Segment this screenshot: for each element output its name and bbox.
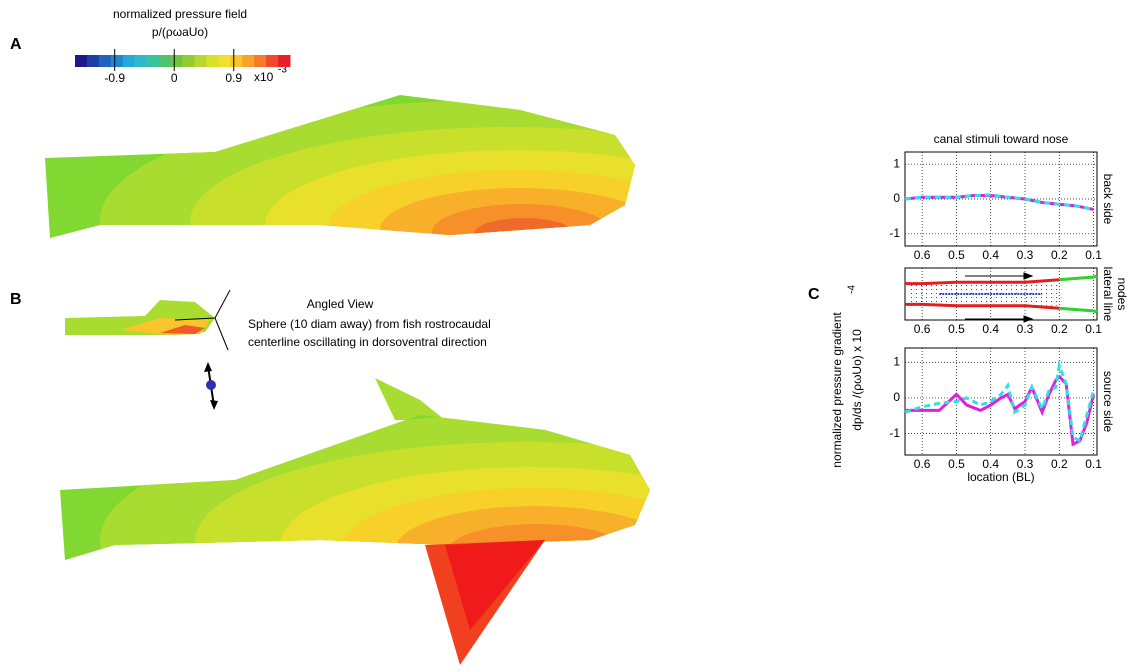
x-tick-label: 0.5 (948, 322, 965, 336)
y-axis-label-exponent: -4 (847, 285, 858, 294)
panel-label: C (808, 286, 820, 303)
colorbar-swatch (110, 55, 124, 67)
colorbar-swatch (122, 55, 136, 67)
data-line (905, 302, 1060, 310)
x-tick-label: 0.6 (914, 322, 931, 336)
colorbar-swatch (206, 55, 219, 67)
y-axis-label: normalized pressure gradient (830, 312, 844, 468)
colorbar-swatch (230, 55, 243, 67)
side-label: source side (1101, 371, 1115, 433)
y-tick-label: 0 (893, 191, 900, 205)
chart-title: canal stimuli toward nose (934, 132, 1069, 146)
x-tick-label: 0.3 (1017, 248, 1034, 262)
y-tick-label: 0 (893, 390, 900, 404)
x-tick-label: 0.1 (1085, 457, 1102, 471)
colorbar-swatch (86, 55, 100, 67)
x-tick-label: 0.3 (1017, 322, 1034, 336)
angled-view-text: centerline oscillating in dorsoventral d… (248, 335, 487, 349)
x-axis-label: location (BL) (967, 470, 1034, 484)
data-line (1059, 306, 1098, 314)
y-tick-label: 1 (893, 354, 900, 368)
x-tick-label: 0.3 (1017, 457, 1034, 471)
x-tick-label: 0.2 (1051, 322, 1068, 336)
fish-a (45, 95, 635, 238)
data-line (1059, 274, 1098, 282)
node-field (907, 282, 1062, 306)
colorbar-subtitle: p/(ρωaUo) (152, 25, 208, 39)
data-line (904, 194, 1094, 211)
data-line (905, 374, 1096, 447)
plot-frame (904, 347, 1098, 456)
x-tick-label: 0.4 (982, 457, 999, 471)
colorbar-swatch (158, 55, 172, 67)
y-axis-label: dp/ds /(ρωUo) x 10 (850, 329, 864, 431)
x-tick-label: 0.1 (1085, 248, 1102, 262)
x-tick-label: 0.5 (948, 248, 965, 262)
arrows (965, 272, 1034, 323)
colorbar-swatch (242, 55, 255, 67)
colorbar-swatch (218, 55, 231, 67)
fish-b (60, 415, 650, 560)
colorbar-swatch (98, 55, 112, 67)
panel-label: A (10, 36, 22, 53)
colorbar-swatch (194, 55, 207, 67)
fish-b-fin (375, 378, 445, 420)
colorbar-tick-label: 0 (171, 71, 178, 85)
x-tick-label: 0.2 (1051, 248, 1068, 262)
data-line (904, 360, 1096, 443)
y-tick-label: -1 (889, 426, 900, 440)
angled-view-text: Sphere (10 diam away) from fish rostroca… (248, 317, 491, 331)
colorbar-tick-label: 0.9 (225, 71, 242, 85)
colorbar-swatch (266, 55, 279, 67)
colorbar-title: normalized pressure field (113, 7, 247, 21)
side-label: back side (1101, 174, 1115, 225)
x-tick-label: 0.6 (914, 457, 931, 471)
data-line (904, 193, 1094, 211)
x-tick-label: 0.4 (982, 322, 999, 336)
data-line (905, 278, 1060, 286)
x-tick-label: 0.4 (982, 248, 999, 262)
colorbar-exponent: -3 (278, 65, 287, 76)
side-label: nodes (1115, 278, 1129, 311)
colorbar-swatch (170, 55, 183, 67)
x-tick-label: 0.1 (1085, 322, 1102, 336)
fish-b-pectoral-fin (445, 540, 545, 630)
fish-angled (65, 289, 231, 410)
colorbar-tick-label: -0.9 (104, 71, 125, 85)
x-tick-label: 0.6 (914, 248, 931, 262)
y-tick-label: -1 (889, 226, 900, 240)
plot-frame (904, 267, 1098, 321)
colorbar-swatch (134, 55, 148, 67)
angled-view-title: Angled View (307, 297, 374, 311)
colorbar-swatch (146, 55, 160, 67)
x-tick-label: 0.5 (948, 457, 965, 471)
colorbar-swatch (254, 55, 267, 67)
colorbar-swatch (182, 55, 195, 67)
colorbar-multiplier: x10 (254, 70, 274, 84)
y-tick-label: 1 (893, 156, 900, 170)
colorbar-swatch (278, 55, 291, 67)
side-label: lateral line (1101, 267, 1115, 322)
x-tick-label: 0.2 (1051, 457, 1068, 471)
panel-label: B (10, 291, 22, 308)
colorbar-swatch (75, 55, 88, 67)
